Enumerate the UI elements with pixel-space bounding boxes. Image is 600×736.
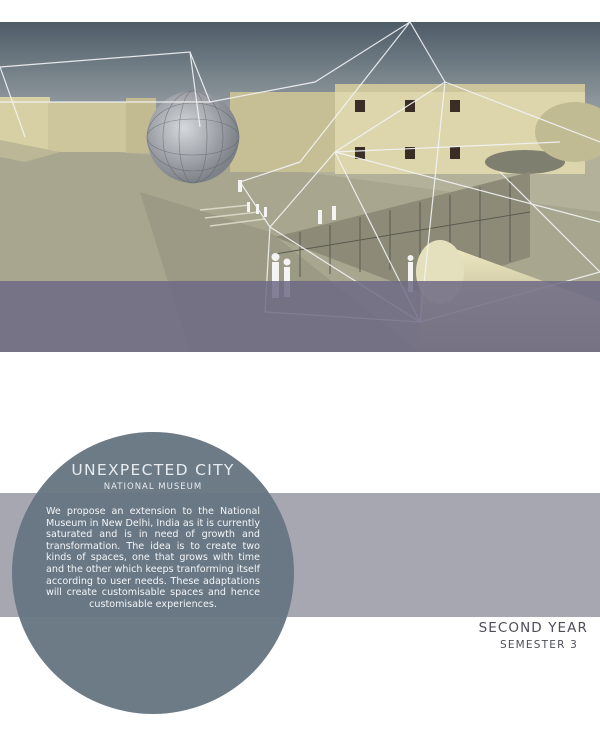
project-title: UNEXPECTED CITY — [71, 461, 235, 479]
semester-label: SEMESTER 3 — [499, 639, 578, 651]
museum-render-image — [0, 22, 600, 352]
project-subtitle: NATIONAL MUSEUM — [103, 482, 203, 492]
description-circle — [12, 432, 294, 714]
project-description: We propose an extension to the National … — [46, 506, 260, 610]
year-label: SECOND YEAR — [478, 620, 588, 636]
